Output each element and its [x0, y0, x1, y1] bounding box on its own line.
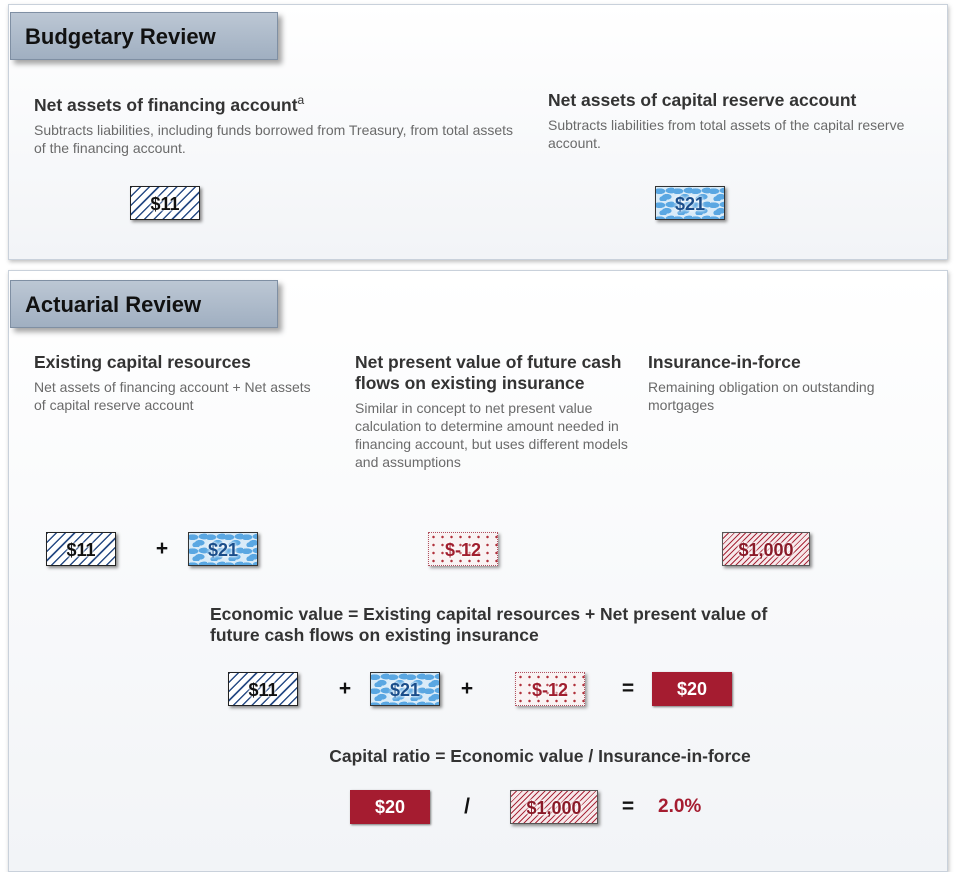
term-operator: + — [338, 677, 352, 700]
item-heading: Net present value of future cash flows o… — [355, 352, 655, 394]
item-description: Net assets of financing account + Net as… — [34, 379, 311, 413]
term-redhatch: $1,000 — [510, 790, 598, 824]
actuarial-panel — [8, 270, 948, 872]
term-camo: $21 — [655, 186, 725, 220]
term-camo: $21 — [370, 672, 440, 706]
term-hatch: $11 — [228, 672, 298, 706]
item-description: Similar in concept to net present value … — [355, 400, 628, 470]
item-heading: Net assets of financing accounta — [34, 90, 514, 116]
item: Existing capital resources Net assets of … — [34, 352, 314, 414]
term-hatch: $11 — [130, 186, 200, 220]
term-operator: + — [460, 677, 474, 700]
term-hatch: $11 — [46, 532, 116, 566]
item: Net assets of capital reserve account Sub… — [548, 90, 928, 152]
section-tab: Budgetary Review — [10, 12, 278, 60]
term-redhatch: $1,000 — [722, 532, 810, 566]
item-description: Subtracts liabilities, including funds b… — [34, 121, 514, 156]
item-heading: Net assets of capital reserve account — [548, 90, 928, 111]
heading-text: Net assets of financing account — [34, 94, 298, 115]
item-heading: Existing capital resources — [34, 352, 314, 373]
term-solid: $20 — [652, 672, 732, 706]
term-operator: = — [621, 677, 635, 700]
item: Net assets of financing accounta Subtract… — [34, 90, 514, 157]
term-operator: = — [621, 795, 635, 818]
term-dots: $-12 — [515, 672, 585, 706]
footnote-mark: a — [297, 93, 305, 107]
item: Net present value of future cash flows o… — [355, 352, 655, 471]
heading-text: Existing capital resources — [34, 352, 251, 372]
term-result: 2.0% — [658, 796, 702, 817]
item-description: Subtracts liabilities from total assets … — [548, 117, 905, 151]
item: Insurance-in-force Remaining obligation o… — [648, 352, 933, 414]
term-operator: / — [464, 795, 470, 818]
term-solid: $20 — [350, 790, 430, 824]
equation-text: Economic value = Existing capital resour… — [210, 604, 768, 645]
term-camo: $21 — [188, 532, 258, 566]
heading-text: Net present value of future cash flows o… — [355, 352, 622, 393]
equation-text: Capital ratio = Economic value / Insuran… — [329, 746, 751, 766]
item-heading: Insurance-in-force — [648, 352, 933, 373]
section-tab: Actuarial Review — [10, 280, 278, 328]
term-operator: + — [155, 537, 169, 560]
heading-text: Insurance-in-force — [648, 352, 801, 372]
term-dots: $-12 — [428, 532, 498, 566]
item-description: Remaining obligation on outstanding mort… — [648, 379, 875, 413]
heading-text: Net assets of capital reserve account — [548, 90, 857, 110]
